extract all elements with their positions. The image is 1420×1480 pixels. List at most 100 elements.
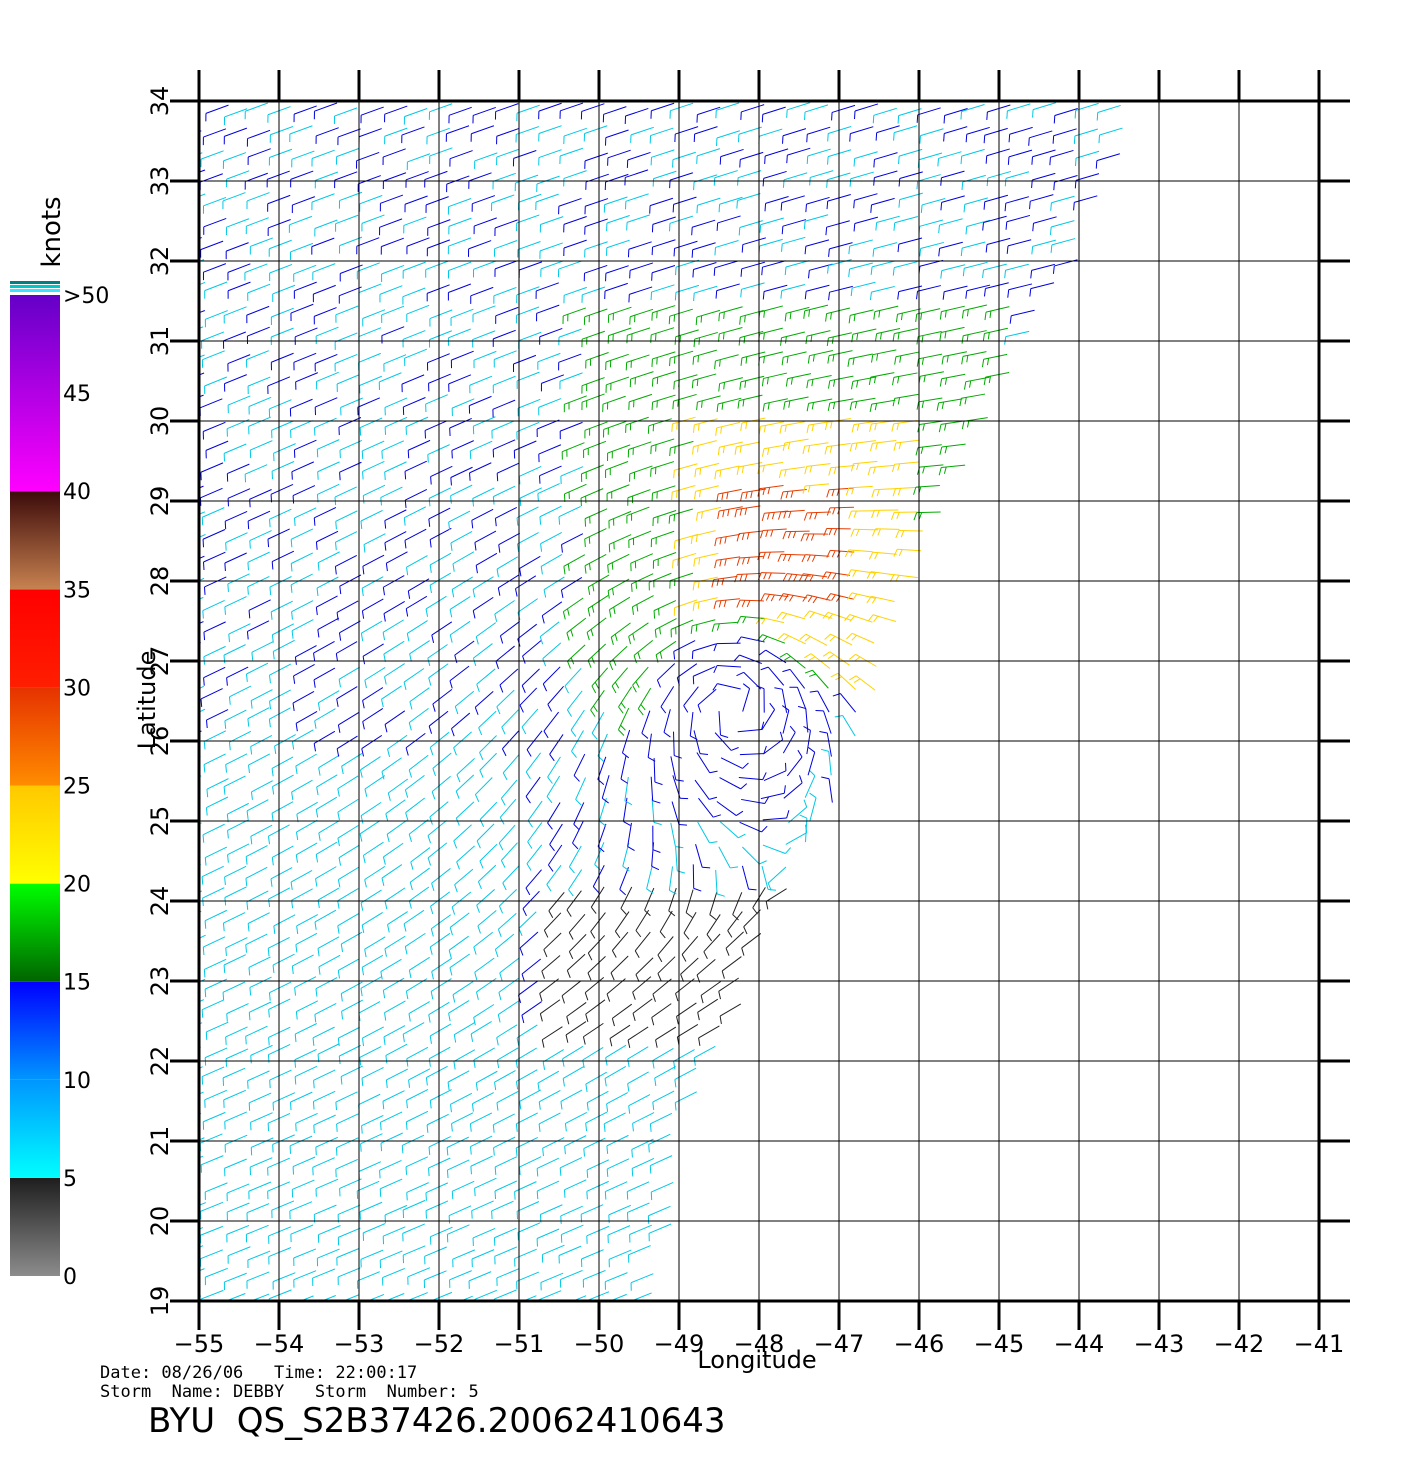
wind-barb bbox=[403, 506, 426, 526]
wind-barb bbox=[293, 264, 317, 282]
wind-barb bbox=[312, 1157, 335, 1176]
lat-tick-label: 22 bbox=[146, 1046, 174, 1077]
wind-barb bbox=[1029, 282, 1055, 297]
wind-barb bbox=[547, 844, 563, 872]
wind-barb bbox=[866, 571, 895, 579]
wind-barb bbox=[821, 776, 833, 803]
wind-barb bbox=[290, 573, 313, 593]
wind-barb bbox=[337, 798, 359, 821]
wind-barb bbox=[471, 1200, 494, 1219]
wind-barb bbox=[381, 864, 403, 886]
wind-barb bbox=[650, 530, 675, 548]
wind-barb bbox=[568, 845, 582, 874]
wind-barb bbox=[338, 286, 362, 304]
wind-barb bbox=[334, 171, 358, 189]
wind-barb bbox=[561, 980, 582, 1004]
wind-barb bbox=[402, 1245, 426, 1264]
wind-barb bbox=[200, 688, 223, 707]
lon-tick-label: −47 bbox=[814, 1330, 865, 1358]
wind-barb bbox=[335, 214, 359, 232]
wind-barb bbox=[538, 1290, 562, 1301]
wind-barb bbox=[696, 752, 718, 774]
wind-barb bbox=[247, 376, 271, 395]
wind-barb bbox=[469, 440, 493, 459]
wind-barb bbox=[568, 913, 586, 940]
wind-barb bbox=[714, 732, 739, 751]
wind-barb bbox=[913, 511, 941, 521]
wind-barb bbox=[563, 170, 587, 187]
wind-barb bbox=[474, 1289, 497, 1301]
lat-tick-label: 29 bbox=[146, 486, 174, 517]
wind-barb bbox=[244, 102, 268, 120]
wind-barb bbox=[409, 640, 430, 662]
wind-barb bbox=[694, 485, 720, 500]
wind-barb bbox=[603, 196, 628, 213]
wind-barb bbox=[359, 1201, 383, 1220]
wind-barb bbox=[762, 810, 790, 821]
wind-barb bbox=[522, 890, 540, 917]
wind-barb bbox=[450, 531, 473, 551]
wind-barb bbox=[337, 128, 361, 146]
wind-barb bbox=[470, 1021, 492, 1042]
wind-barb bbox=[652, 1090, 675, 1111]
wind-barb bbox=[472, 1227, 496, 1246]
wind-barb bbox=[498, 824, 516, 851]
wind-barb bbox=[451, 1180, 475, 1200]
wind-barb bbox=[446, 175, 470, 193]
wind-barb bbox=[294, 327, 318, 345]
wind-barb bbox=[1032, 102, 1057, 118]
wind-barb bbox=[474, 1177, 497, 1197]
wind-barb bbox=[317, 1043, 340, 1063]
wind-barb bbox=[228, 685, 252, 705]
wind-barb bbox=[468, 395, 492, 414]
wind-barb bbox=[314, 219, 338, 237]
wind-barb bbox=[867, 614, 897, 623]
wind-barb bbox=[692, 349, 717, 365]
wind-barb bbox=[295, 1112, 318, 1132]
wind-barb bbox=[641, 710, 651, 739]
colorbar-label: 25 bbox=[63, 775, 91, 800]
wind-barb bbox=[606, 1134, 629, 1154]
wind-barb bbox=[849, 653, 877, 667]
wind-barb bbox=[518, 465, 542, 485]
wind-barb bbox=[358, 1161, 382, 1180]
wind-barb bbox=[336, 735, 358, 757]
wind-barb bbox=[557, 260, 582, 278]
wind-barb bbox=[360, 106, 384, 124]
wind-barb bbox=[561, 442, 585, 460]
wind-barb bbox=[739, 375, 765, 390]
lon-tick-label: −51 bbox=[494, 1330, 545, 1358]
wind-barb bbox=[226, 463, 250, 482]
wind-barb bbox=[362, 1223, 386, 1241]
wind-barb bbox=[762, 284, 788, 300]
wind-barb bbox=[337, 825, 359, 847]
wind-barb bbox=[736, 671, 762, 690]
wind-barb bbox=[846, 632, 875, 644]
wind-barb bbox=[693, 174, 718, 191]
wind-barb bbox=[476, 977, 497, 1000]
colorbar-band bbox=[10, 589, 60, 688]
wind-barb bbox=[227, 573, 250, 592]
wind-barb bbox=[676, 1002, 697, 1025]
wind-barb bbox=[228, 623, 251, 643]
wind-barb bbox=[716, 397, 742, 412]
wind-barb bbox=[605, 239, 630, 256]
wind-barb bbox=[559, 1157, 583, 1176]
wind-barb bbox=[199, 796, 201, 799]
wind-barb bbox=[383, 354, 407, 372]
wind-barb bbox=[675, 978, 695, 1002]
wind-barb bbox=[584, 241, 608, 258]
wind-barb bbox=[500, 842, 518, 868]
wind-barb bbox=[566, 617, 587, 641]
wind-barb bbox=[270, 352, 294, 371]
wind-barb bbox=[361, 1114, 384, 1134]
wind-barb bbox=[289, 125, 313, 143]
wind-barb bbox=[1050, 195, 1075, 211]
wind-barb bbox=[782, 573, 811, 582]
wind-barb bbox=[450, 1092, 473, 1113]
wind-barb bbox=[539, 216, 564, 233]
wind-barb bbox=[336, 147, 360, 165]
wind-barb bbox=[202, 599, 225, 619]
wind-barb bbox=[249, 976, 272, 996]
lon-tick-label: −44 bbox=[1054, 1330, 1105, 1358]
